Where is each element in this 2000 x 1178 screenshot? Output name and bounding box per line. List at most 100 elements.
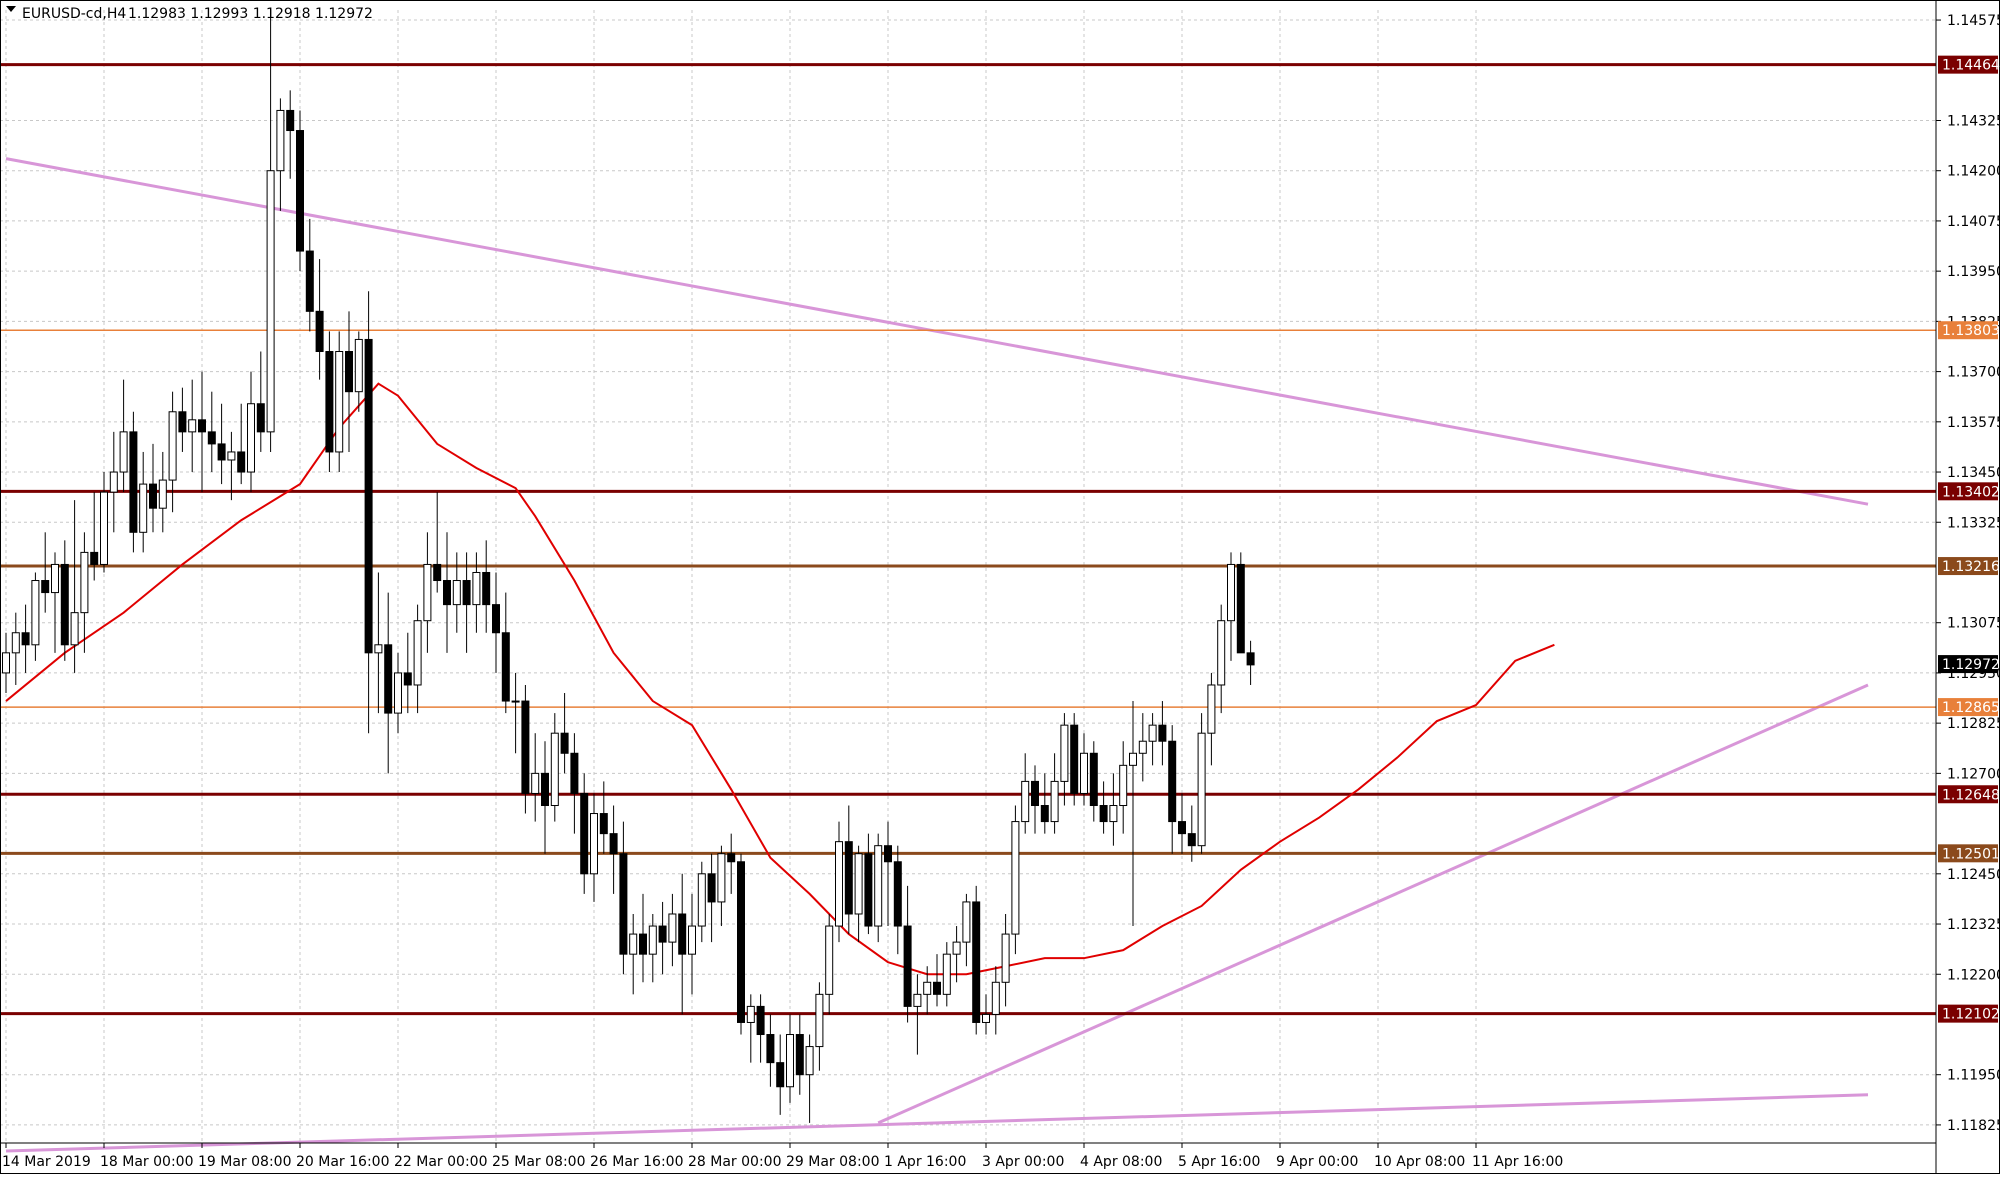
- candle-bearish: [933, 981, 941, 995]
- candle-bearish: [178, 411, 187, 433]
- candle-bullish: [51, 563, 59, 594]
- candle-bullish: [590, 813, 598, 875]
- candle-bullish: [1138, 740, 1147, 754]
- current-price-badge: [1938, 655, 1998, 674]
- candle-bearish: [1158, 724, 1167, 742]
- moving-average-line: [5, 382, 1555, 976]
- trendline[interactable]: [5, 1093, 1869, 1153]
- candle-bullish: [100, 491, 108, 565]
- time-axis-label: 18 Mar 00:00: [100, 1154, 193, 1170]
- level-price-label: 1.13402: [1942, 484, 2000, 500]
- candle-bearish: [149, 483, 157, 509]
- ohlc-readout: 1.12983 1.12993 1.12918 1.12972: [128, 6, 373, 22]
- candle-bullish: [374, 644, 383, 654]
- candle-bearish: [795, 1034, 804, 1076]
- level-price-label: 1.13216: [1942, 559, 2000, 575]
- candle-bullish: [913, 993, 922, 1007]
- candle-bearish: [41, 580, 50, 594]
- dropdown-triangle-icon[interactable]: [6, 6, 16, 12]
- candle-bearish: [1031, 780, 1039, 807]
- candle-bullish: [991, 981, 1000, 1015]
- candle-bullish: [1119, 764, 1128, 807]
- candle-bullish: [874, 845, 883, 927]
- candle-bullish: [276, 109, 285, 172]
- candle-bullish: [80, 551, 89, 614]
- price-axis-label: 1.13450: [1947, 465, 2000, 481]
- candle-bullish: [227, 451, 236, 461]
- time-axis-label: 10 Apr 08:00: [1374, 1154, 1465, 1170]
- candle-bullish: [1217, 620, 1226, 686]
- candle-bullish: [942, 953, 951, 995]
- price-axis-label: 1.12325: [1947, 917, 2000, 933]
- price-axis-label: 1.11950: [1947, 1068, 2000, 1084]
- candle-bearish: [658, 925, 667, 943]
- time-axis-label: 1 Apr 16:00: [884, 1154, 966, 1170]
- candle-bullish: [70, 612, 79, 646]
- candle-bearish: [325, 351, 334, 453]
- candle-bullish: [648, 925, 657, 955]
- level-price-label: 1.12865: [1942, 700, 2000, 716]
- candle-bearish: [129, 431, 138, 533]
- candle-bearish: [286, 109, 295, 132]
- candle-bullish: [688, 925, 696, 955]
- candle-bullish: [413, 620, 422, 686]
- price-axis-label: 1.13950: [1947, 264, 2000, 280]
- candle-bullish: [717, 853, 726, 903]
- level-price-label: 1.12648: [1942, 787, 2000, 803]
- candle-bullish: [394, 672, 402, 714]
- candle-bearish: [541, 772, 549, 807]
- time-axis-label: 25 Mar 08:00: [492, 1154, 585, 1170]
- candle-bearish: [1089, 752, 1098, 807]
- time-axis-label: 5 Apr 16:00: [1178, 1154, 1260, 1170]
- candle-bearish: [364, 338, 373, 654]
- time-axis-label: 9 Apr 00:00: [1276, 1154, 1358, 1170]
- trendline[interactable]: [5, 157, 1869, 506]
- candle-bearish: [1099, 805, 1108, 823]
- candle-bullish: [1197, 732, 1206, 847]
- candle-bullish: [11, 632, 20, 654]
- candle-bearish: [727, 853, 736, 863]
- time-axis-label: 3 Apr 00:00: [982, 1154, 1064, 1170]
- price-axis-label: 1.14325: [1947, 113, 2000, 129]
- candle-bearish: [766, 1034, 775, 1064]
- candle-bullish: [335, 351, 344, 453]
- candle-bearish: [776, 1062, 785, 1088]
- candle-bearish: [1246, 652, 1255, 666]
- candle-bearish: [884, 845, 892, 863]
- time-axis-label: 22 Mar 00:00: [394, 1154, 487, 1170]
- candle-bullish: [472, 571, 481, 606]
- time-axis-label: 11 Apr 16:00: [1472, 1154, 1563, 1170]
- candle-bullish: [1129, 752, 1137, 766]
- candle-bearish: [462, 580, 471, 606]
- candle-bearish: [1236, 563, 1245, 654]
- candle-bearish: [893, 861, 902, 927]
- candle-bearish: [678, 913, 687, 955]
- candle-bearish: [217, 443, 226, 461]
- candle-bearish: [864, 853, 873, 927]
- candle-bullish: [854, 853, 863, 915]
- candle-bullish: [952, 941, 961, 955]
- candle-bullish: [923, 981, 932, 995]
- price-axis-label: 1.14075: [1947, 214, 2000, 230]
- time-axis-label: 29 Mar 08:00: [786, 1154, 879, 1170]
- price-axis-label: 1.14200: [1947, 164, 2000, 180]
- candle-bullish: [1109, 805, 1118, 823]
- candle-bullish: [1021, 780, 1030, 823]
- candle-bearish: [1070, 724, 1079, 794]
- candle-bullish: [168, 411, 177, 481]
- candle-bearish: [707, 873, 716, 903]
- candle-bearish: [90, 551, 99, 565]
- price-axis-label: 1.12700: [1947, 766, 2000, 782]
- candle-bearish: [619, 853, 628, 955]
- level-price-badge: [1938, 321, 1998, 340]
- level-price-badge: [1938, 785, 1998, 804]
- price-axis-label: 1.14575: [1947, 13, 2000, 29]
- trendline[interactable]: [877, 683, 1869, 1125]
- candle-bullish: [550, 732, 559, 807]
- candle-bearish: [237, 451, 246, 473]
- candle-bearish: [305, 250, 314, 312]
- candle-bearish: [198, 419, 206, 433]
- candle-bearish: [1178, 821, 1186, 835]
